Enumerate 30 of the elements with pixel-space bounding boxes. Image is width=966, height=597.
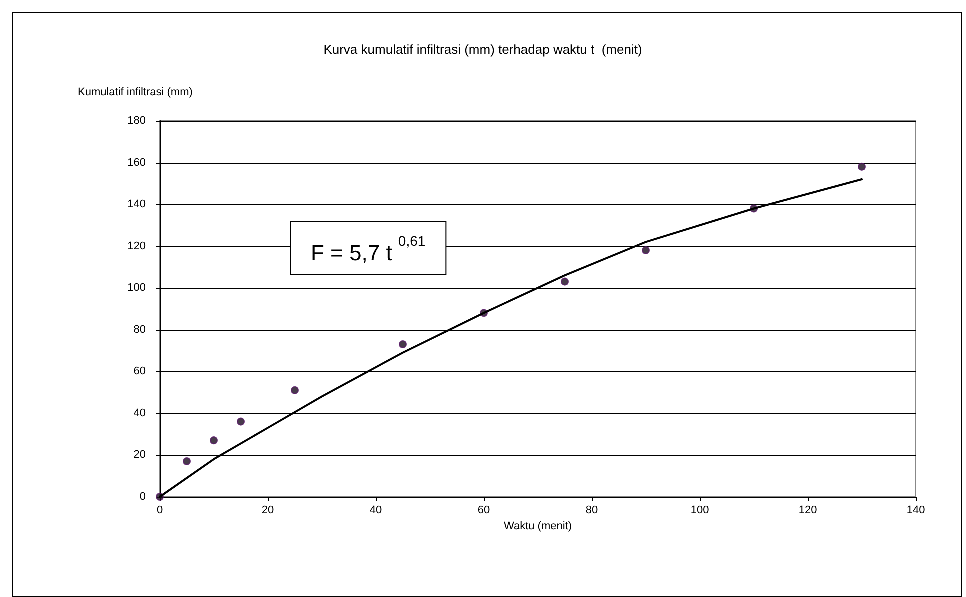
y-tick-label: 120: [128, 240, 146, 252]
x-tick-label: 120: [798, 504, 818, 516]
y-tick-label: 140: [128, 198, 146, 211]
y-tick-label: 40: [134, 407, 146, 420]
y-tick-label: 20: [134, 449, 146, 462]
x-tick-label: 60: [478, 504, 490, 516]
x-tick-label: 80: [586, 504, 598, 516]
point: [858, 162, 866, 171]
point: [237, 418, 245, 426]
x-tick-label: 100: [690, 504, 710, 516]
point: [183, 457, 191, 466]
chart-title: Kurva kumulatif infiltrasi (mm) terhadap waktu t (menit): [324, 42, 642, 57]
point: [291, 386, 299, 394]
y-tick-label: 100: [128, 282, 146, 294]
x-axis-title: Waktu (menit): [504, 520, 572, 532]
y-tick-label: 80: [134, 324, 146, 336]
x-tick-label: 140: [906, 504, 926, 516]
y-tick-label: 180: [128, 115, 146, 127]
y-tick-label: 60: [134, 366, 146, 378]
point: [210, 436, 218, 445]
x-tick-label: 0: [156, 504, 164, 516]
x-tick-label: 20: [262, 504, 274, 516]
y-axis-title: Kumulatif infiltrasi (mm): [78, 86, 193, 98]
x-tick-label: 40: [370, 504, 382, 516]
annotation: F = 5,7 t 0,61: [311, 233, 426, 266]
point: [642, 246, 650, 255]
y-tick-label: 160: [128, 156, 146, 169]
point: [399, 340, 407, 349]
point: [561, 278, 569, 286]
y-tick-label: 0: [140, 491, 146, 503]
